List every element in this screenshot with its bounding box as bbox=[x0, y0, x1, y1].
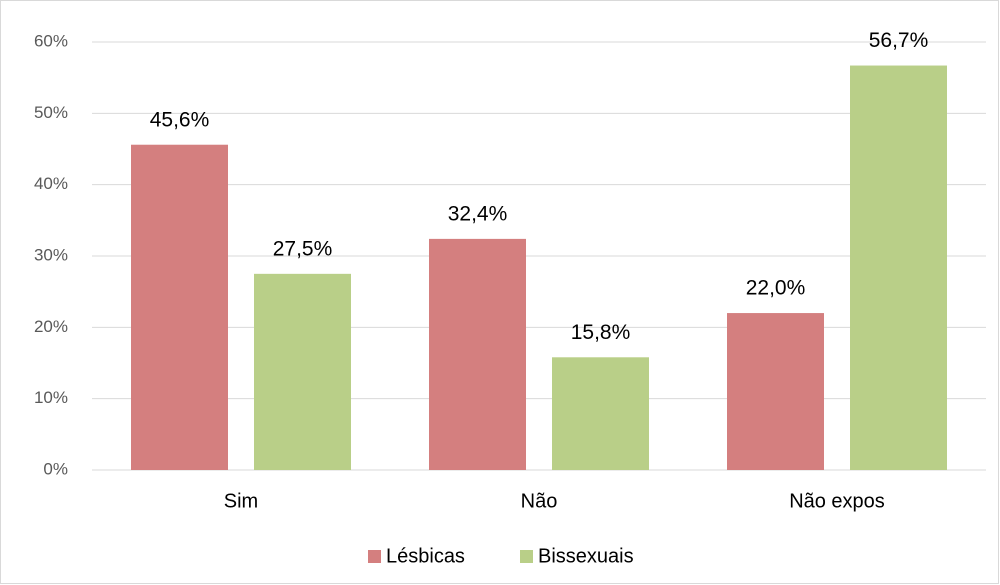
y-tick-label: 40% bbox=[34, 174, 68, 193]
data-label: 27,5% bbox=[273, 237, 333, 260]
data-label: 56,7% bbox=[869, 29, 929, 52]
y-tick-label: 20% bbox=[34, 317, 68, 336]
bar bbox=[131, 144, 228, 470]
bar bbox=[254, 273, 351, 470]
y-tick-label: 30% bbox=[34, 245, 68, 264]
legend-swatch bbox=[520, 550, 533, 563]
bar bbox=[850, 65, 947, 470]
x-tick-label: Não expos bbox=[789, 490, 885, 512]
data-label: 15,8% bbox=[571, 321, 631, 344]
data-label: 45,6% bbox=[150, 108, 210, 131]
bar bbox=[429, 238, 526, 470]
x-tick-label: Sim bbox=[224, 490, 258, 512]
data-label: 22,0% bbox=[746, 277, 806, 300]
bar bbox=[727, 313, 824, 470]
bar bbox=[552, 357, 649, 470]
y-tick-label: 50% bbox=[34, 103, 68, 122]
legend-label: Lésbicas bbox=[386, 545, 465, 567]
data-label: 32,4% bbox=[448, 202, 508, 225]
legend-label: Bissexuais bbox=[538, 545, 634, 567]
x-tick-label: Não bbox=[521, 490, 558, 512]
y-tick-label: 60% bbox=[34, 31, 68, 50]
y-tick-label: 0% bbox=[43, 459, 68, 478]
y-tick-label: 10% bbox=[34, 388, 68, 407]
legend-swatch bbox=[368, 550, 381, 563]
